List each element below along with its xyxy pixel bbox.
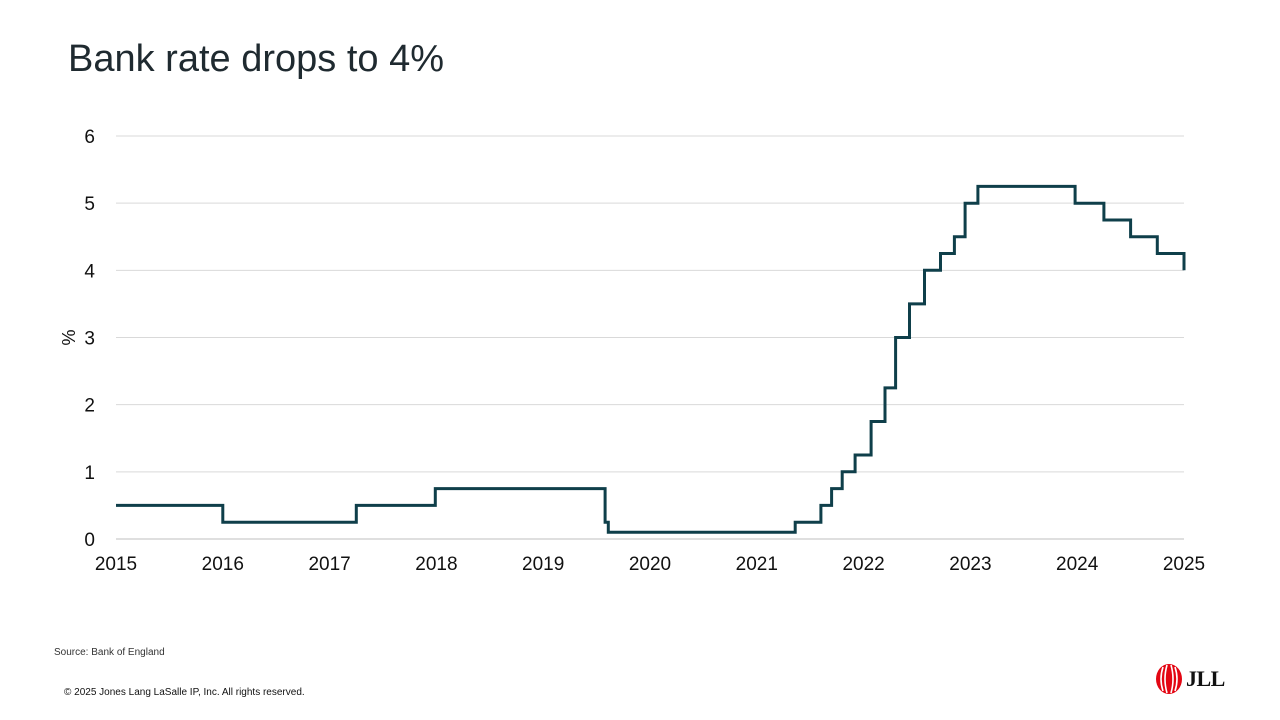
x-tick-label: 2024 — [1056, 554, 1099, 575]
series-line-0 — [116, 184, 1186, 534]
jll-logo-mark-icon — [1156, 664, 1182, 694]
source-note: Source: Bank of England — [54, 647, 165, 658]
copyright-notice: © 2025 Jones Lang LaSalle IP, Inc. All r… — [64, 687, 305, 698]
y-tick-label: 4 — [84, 261, 95, 282]
x-tick-label: 2020 — [629, 554, 671, 575]
jll-logo: JLL — [1154, 663, 1225, 695]
x-tick-label: 2016 — [202, 554, 244, 575]
y-tick-label: 6 — [84, 127, 95, 148]
series-group — [116, 184, 1186, 534]
x-tick-label: 2023 — [949, 554, 991, 575]
page-title: Bank rate drops to 4% — [68, 38, 444, 80]
x-tick-label: 2015 — [95, 554, 137, 575]
y-axis-ticks: 0 1 2 3 4 5 6 — [84, 127, 95, 551]
x-tick-label: 2021 — [736, 554, 778, 575]
y-tick-label: 5 — [84, 194, 95, 215]
x-tick-label: 2019 — [522, 554, 564, 575]
gridlines — [116, 135, 1184, 540]
y-axis-title: % — [59, 329, 79, 345]
y-tick-label: 0 — [84, 530, 95, 551]
jll-logo-text: JLL — [1186, 666, 1225, 691]
y-tick-label: 1 — [84, 463, 95, 484]
y-tick-label: 2 — [84, 396, 95, 417]
x-axis-ticks: 2015 2016 2017 2018 2019 2020 2021 2022 2023 2024… — [95, 554, 1205, 575]
x-tick-label: 2025 — [1163, 554, 1205, 575]
x-tick-label: 2017 — [308, 554, 350, 575]
x-tick-label: 2022 — [842, 554, 884, 575]
bank-rate-chart: 0 1 2 3 4 5 6 2015 2016 2017 2018 2019 2020 2021 2022… — [59, 127, 1205, 575]
x-tick-label: 2018 — [415, 554, 457, 575]
y-tick-label: 3 — [84, 329, 95, 350]
